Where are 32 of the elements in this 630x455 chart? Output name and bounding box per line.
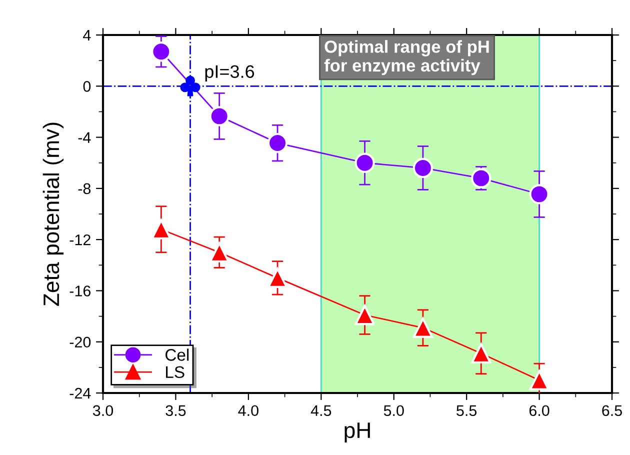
x-tick-label: 6.5 [602,405,622,416]
x-tick-label: 4.5 [310,405,332,416]
y-tick-label: -8 [78,183,91,194]
point [471,343,492,364]
annotation: pI=3.6 [205,65,254,82]
point [354,304,375,326]
x-tick-label: 3.5 [166,405,186,416]
y-axis-title: Zeta potential (mv) [42,122,64,306]
x-tick-label: 5.0 [384,405,404,416]
x-tick-label: 5.5 [456,405,477,416]
point [529,184,550,204]
y-tick-label: -4 [78,132,91,143]
legend-label: LS [166,366,184,378]
point [151,42,172,62]
x-axis-title: pH [344,422,370,443]
point [354,152,375,173]
point [471,168,492,188]
point [209,106,230,126]
x-tick-label: 6.0 [529,405,550,416]
band-label: Optimal range of pH for enzyme activity [324,40,489,76]
y-tick-label: -20 [70,336,91,348]
x-tick-label: 3.0 [92,405,114,416]
legend-label: Cel [166,348,189,361]
x-tick-label: 4.0 [238,405,258,416]
y-tick-label: 4 [83,30,91,41]
y-tick-label: -12 [70,234,90,246]
y-tick-label: -16 [70,286,91,296]
point [267,132,288,154]
point [412,318,434,338]
point [412,158,434,178]
y-tick-label: 0 [83,81,91,92]
y-tick-label: -24 [70,388,91,399]
